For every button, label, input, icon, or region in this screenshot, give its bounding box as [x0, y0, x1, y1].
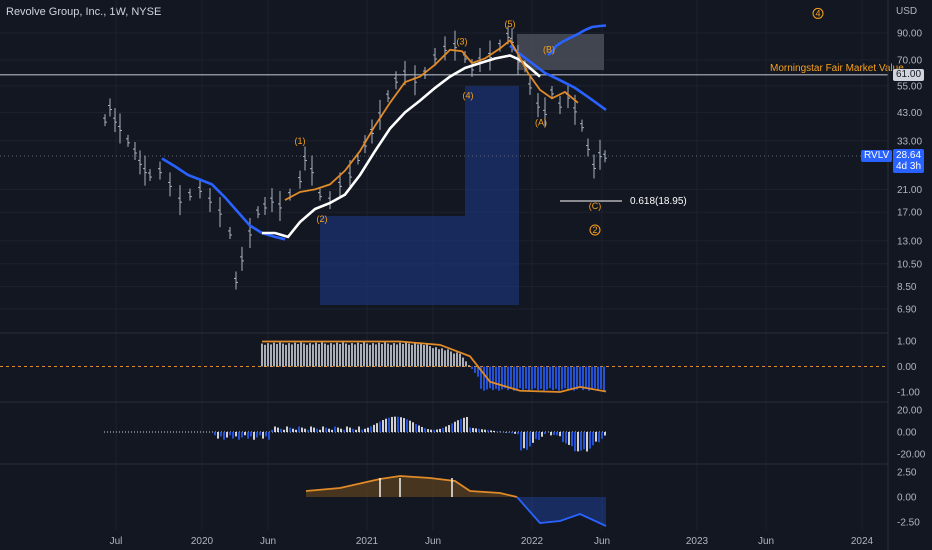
price-tick-label: 17.00	[897, 208, 922, 219]
time-tick-label: 2023	[686, 536, 709, 547]
price-axis[interactable]: 90.00 70.00 55.00 43.00 33.00 21.00 17.00 13.00…	[887, 0, 926, 550]
price-tick-label: 90.00	[897, 29, 922, 40]
fair-value-tag: 61.00	[893, 68, 925, 81]
price-tick-label: 21.00	[897, 185, 922, 196]
time-tick-label: Jun	[260, 536, 276, 547]
price-tick-label: 13.00	[897, 236, 922, 247]
time-tick-label: 2021	[356, 536, 379, 547]
indicator-pane-1	[0, 332, 888, 393]
indicator-tick-label: 1.00	[897, 337, 917, 348]
price-tick-label: 8.50	[897, 282, 917, 293]
price-tick-label: 10.50	[897, 259, 922, 270]
price-tick-label: 6.90	[897, 305, 917, 316]
wave-circle	[812, 7, 824, 19]
wave-box-grey	[517, 34, 604, 70]
wave-box-blue	[320, 86, 519, 305]
indicator-pane-3	[0, 463, 888, 527]
indicator-tick-label: -20.00	[897, 450, 926, 461]
indicator-3-line-positive	[305, 475, 518, 498]
chart-title: Revolve Group, Inc., 1W, NYSE	[6, 6, 162, 18]
indicator-tick-label: 2.50	[897, 468, 917, 479]
indicator-tick-label: 0.00	[897, 362, 917, 373]
wave-label: (C)	[589, 201, 602, 211]
ma-mid-line	[262, 54, 541, 239]
indicator-pane-2	[0, 401, 888, 452]
price-tick-label: 43.00	[897, 108, 922, 119]
time-axis[interactable]: Jul 2020 Jun 2021 Jun 2022 Jun 2023 Jun 2024	[110, 536, 874, 547]
ma-fast-line	[284, 39, 579, 201]
price-tick-label: 70.00	[897, 56, 922, 67]
time-tick-label: 2022	[521, 536, 544, 547]
fib-label: 0.618(18.95)	[630, 196, 687, 207]
wave-label: (1)	[295, 136, 306, 146]
wave-label: (B)	[543, 45, 555, 55]
indicator-tick-label: -1.00	[897, 388, 920, 399]
wave-circle	[589, 224, 601, 236]
band-negative	[517, 497, 606, 526]
last-price-value: 28.64	[896, 150, 922, 162]
wave-label: (3)	[457, 36, 468, 46]
time-tick-label: Jun	[594, 536, 610, 547]
time-tick-label: Jun	[425, 536, 441, 547]
ticker-tag: RVLV	[861, 150, 893, 163]
indicator-tick-label: 20.00	[897, 406, 922, 417]
wave-label: 2	[592, 225, 597, 235]
indicator-tick-label: 0.00	[897, 493, 917, 504]
bar-countdown: 4d 3h	[896, 161, 922, 173]
indicator-3-line-negative	[516, 496, 607, 527]
time-tick-label: 2024	[851, 536, 874, 547]
wave-labels: (1) (2) (3) (4) (5) (A) (B) (C) 2 4	[295, 7, 824, 236]
time-tick-label: Jul	[110, 536, 123, 547]
wave-label: (2)	[317, 214, 328, 224]
indicator-tick-label: -2.50	[897, 518, 920, 529]
wave-label: (A)	[535, 118, 547, 128]
fair-value-text: Morningstar Fair Market Value	[770, 63, 904, 74]
wave-label: (5)	[505, 19, 516, 29]
wave-label: 4	[815, 8, 820, 18]
last-price-tag: 28.64 4d 3h	[893, 149, 925, 174]
time-tick-label: 2020	[191, 536, 214, 547]
price-tick-label: 33.00	[897, 136, 922, 147]
wave-label: (4)	[463, 90, 474, 100]
currency-label: USD	[896, 6, 918, 17]
time-tick-label: Jun	[758, 536, 774, 547]
price-tick-label: 55.00	[897, 81, 922, 92]
band-positive	[306, 476, 517, 497]
indicator-1-signal	[262, 340, 607, 393]
indicator-tick-label: 0.00	[897, 428, 917, 439]
